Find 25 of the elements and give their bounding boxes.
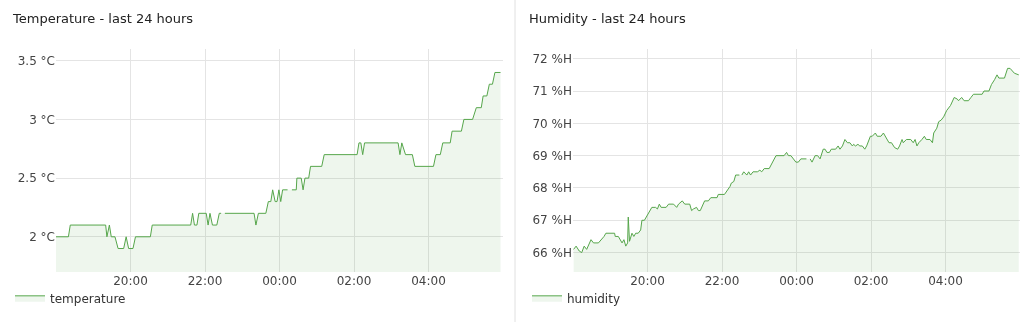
x-tick-label: 22:00 <box>704 274 740 288</box>
y-tick-label: 2 °C <box>29 229 55 244</box>
x-tick-label: 20:00 <box>630 274 665 288</box>
x-tick-label: 02:00 <box>853 274 889 288</box>
x-tick-label: 22:00 <box>187 274 223 288</box>
y-tick-label: 70 %H <box>532 116 572 131</box>
x-tick-label: 00:00 <box>262 274 297 288</box>
chart-title: Temperature - last 24 hours <box>12 11 194 26</box>
legend-label: temperature <box>50 291 126 306</box>
x-tick-label: 04:00 <box>411 274 446 288</box>
legend-label: humidity <box>567 291 620 306</box>
x-tick-label: 00:00 <box>779 274 814 288</box>
x-tick-label: 04:00 <box>928 274 963 288</box>
x-tick-label: 02:00 <box>336 274 372 288</box>
chart-title: Humidity - last 24 hours <box>529 11 686 26</box>
y-tick-label: 2.5 °C <box>17 171 55 186</box>
y-tick-label: 69 %H <box>532 148 572 163</box>
x-tick-label: 20:00 <box>113 274 148 288</box>
y-tick-label: 72 %H <box>532 51 572 66</box>
y-tick-label: 67 %H <box>532 213 572 228</box>
y-tick-label: 71 %H <box>532 84 572 99</box>
y-tick-label: 3 °C <box>29 112 55 127</box>
y-tick-label: 66 %H <box>532 245 572 260</box>
y-tick-label: 3.5 °C <box>17 53 55 68</box>
y-tick-label: 68 %H <box>532 181 572 196</box>
